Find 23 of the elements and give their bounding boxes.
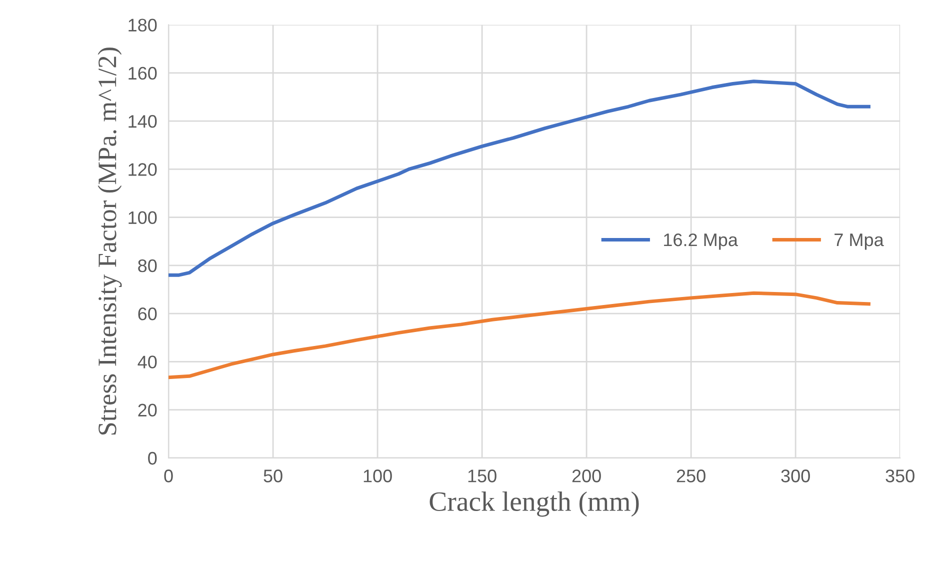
y-tick-label: 140	[128, 115, 157, 128]
x-tick-label: 150	[468, 470, 496, 482]
y-tick-label: 100	[128, 211, 157, 224]
x-tick-label: 300	[781, 470, 810, 482]
legend-label: 16.2 Mpa	[664, 233, 738, 250]
x-tick-label: 0	[164, 470, 173, 482]
y-axis-title: Stress Intensity Factor (MPa. m^1/2)	[98, 48, 122, 435]
y-tick-label: 0	[148, 452, 157, 465]
legend-label: 7 Mpa	[834, 234, 884, 250]
y-tick-label: 20	[138, 404, 157, 417]
x-tick-label: 350	[886, 470, 914, 482]
x-axis-title: Crack length (mm)	[430, 491, 639, 517]
x-tick-label: 100	[364, 470, 392, 482]
x-tick-label: 200	[572, 470, 601, 482]
x-tick-label: 250	[676, 470, 706, 482]
y-tick-label: 80	[138, 259, 157, 272]
line-series	[168, 291, 870, 380]
y-tick-label: 160	[128, 66, 157, 80]
y-tick-label: 40	[138, 356, 157, 368]
y-tick-label: 180	[128, 18, 157, 32]
y-tick-label: 120	[128, 163, 157, 176]
x-tick-label: 50	[264, 470, 282, 482]
y-tick-label: 60	[138, 308, 157, 320]
